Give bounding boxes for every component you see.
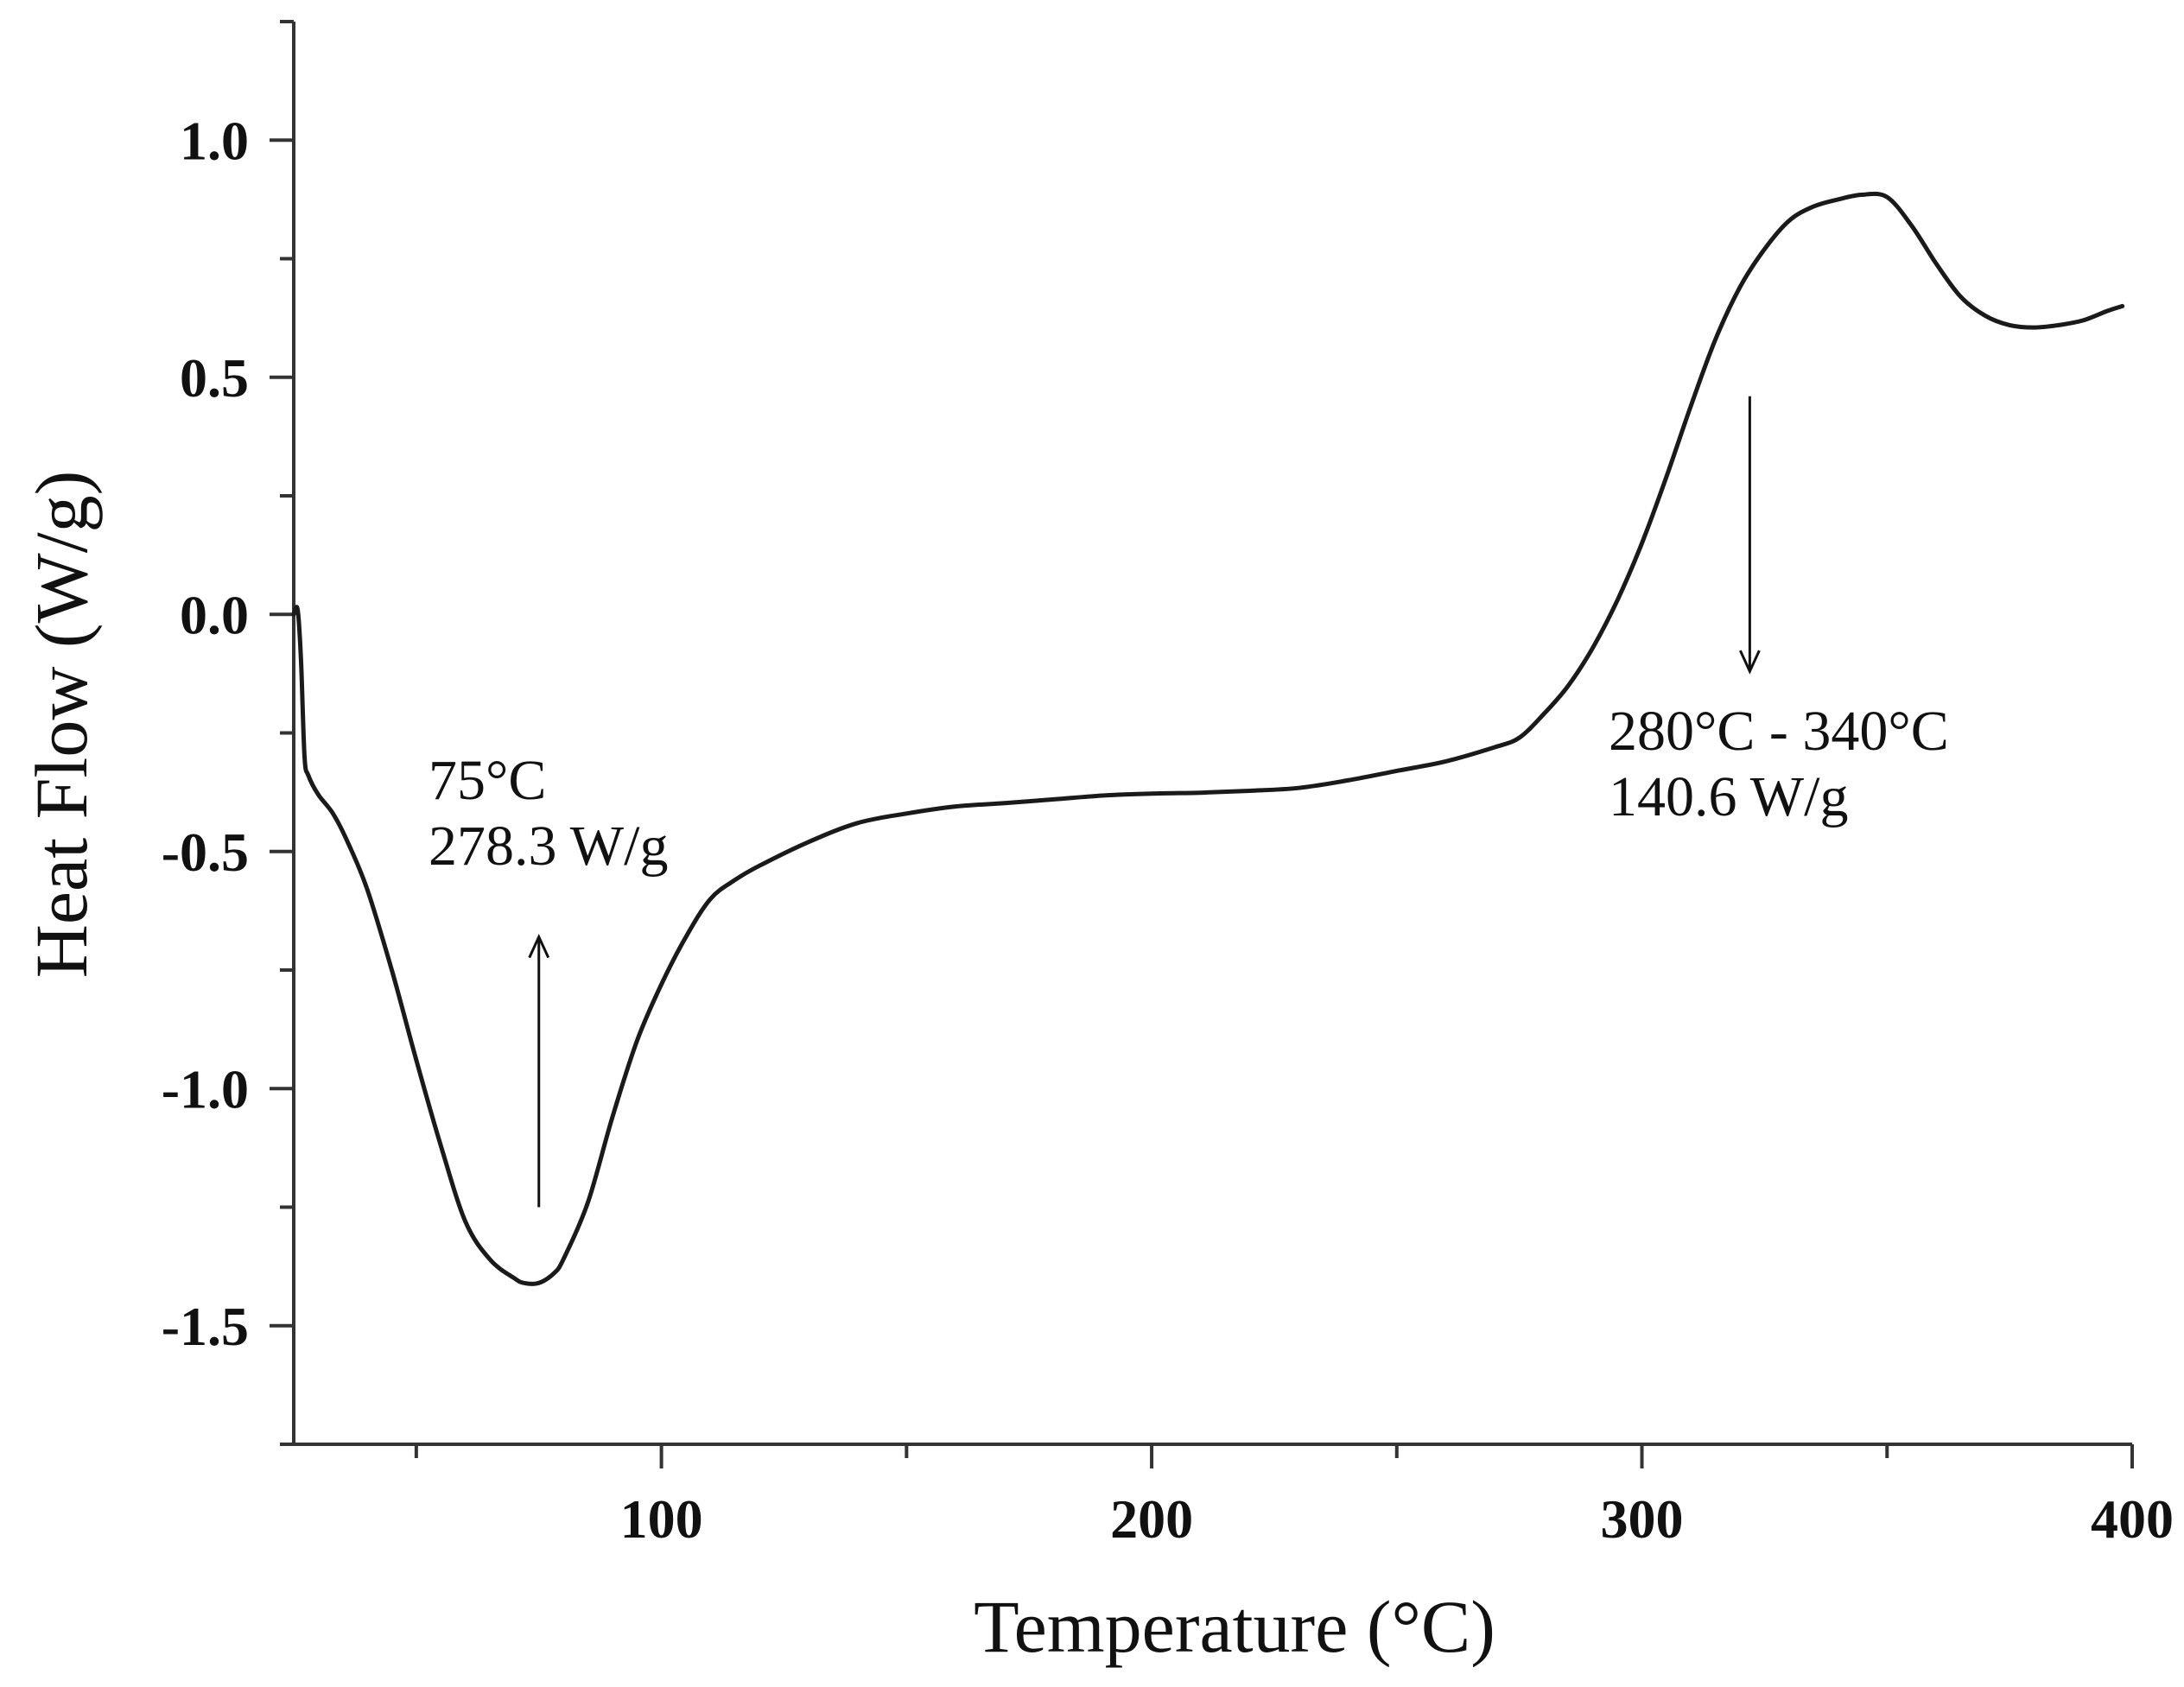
y-tick-label: 1.0 bbox=[180, 110, 249, 171]
heat-flow-line bbox=[291, 191, 2125, 1286]
y-tick-label: 0.5 bbox=[180, 347, 249, 409]
annotation-label: 278.3 W/g bbox=[429, 815, 668, 878]
x-axis-title: Temperature (°C) bbox=[974, 1585, 1495, 1668]
annotation-label: 75°C bbox=[429, 749, 546, 812]
x-tick-label: 200 bbox=[1110, 1488, 1193, 1550]
y-tick-label: -1.5 bbox=[162, 1296, 249, 1357]
y-tick-label: -1.0 bbox=[162, 1058, 249, 1119]
x-tick-label: 300 bbox=[1601, 1488, 1684, 1550]
ticks: 100 200 300 400 1.0 0.5 0.0 -0.5 -1.0 -1.5 bbox=[162, 20, 2174, 1550]
y-tick-label: 0.0 bbox=[180, 584, 249, 645]
annotation-arrow-head bbox=[1739, 650, 1761, 675]
y-tick-label: -0.5 bbox=[162, 821, 249, 883]
annotation-label: 140.6 W/g bbox=[1609, 765, 1848, 828]
y-axis-title: Heat Flow (W/g) bbox=[20, 471, 103, 979]
annotation-label: 280°C - 340°C bbox=[1609, 700, 1949, 763]
x-tick-label: 100 bbox=[620, 1488, 703, 1550]
x-tick-label: 400 bbox=[2091, 1488, 2174, 1550]
annotation-arrow-head bbox=[528, 933, 550, 959]
